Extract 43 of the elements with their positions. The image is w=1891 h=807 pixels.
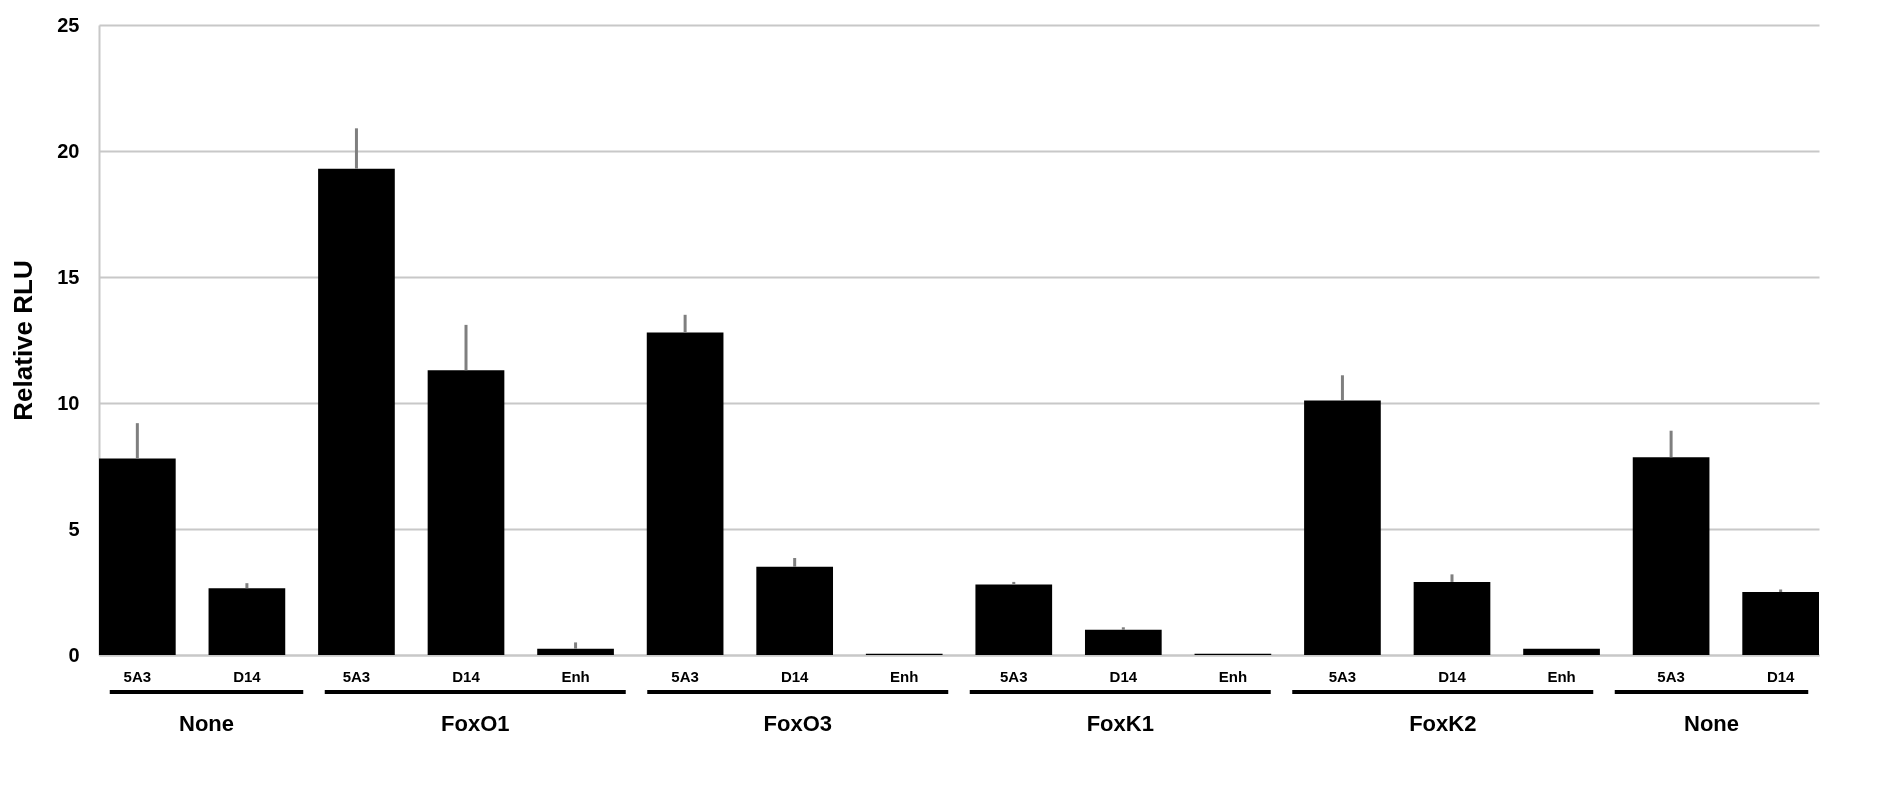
x-tick-label: 5A3 bbox=[1000, 667, 1028, 685]
x-tick-label: 5A3 bbox=[123, 667, 152, 685]
x-tick-label: Enh bbox=[1547, 667, 1576, 685]
y-tick-label: 0 bbox=[68, 643, 80, 666]
x-tick-label: 5A3 bbox=[1328, 667, 1357, 685]
bar bbox=[208, 588, 286, 655]
y-tick-label: 15 bbox=[57, 265, 80, 288]
x-tick-label: Enh bbox=[1218, 667, 1248, 685]
x-tick-label: 5A3 bbox=[1657, 667, 1685, 685]
bar bbox=[427, 370, 505, 655]
x-tick-label: D14 bbox=[1109, 667, 1138, 685]
x-tick-label: D14 bbox=[233, 667, 262, 685]
y-tick-label: 10 bbox=[57, 391, 80, 414]
text: FoxK1 bbox=[1086, 711, 1154, 736]
y-tick-label: 5 bbox=[68, 517, 80, 540]
y-tick-label: 20 bbox=[57, 139, 80, 162]
x-tick-label: 5A3 bbox=[671, 667, 699, 685]
bar bbox=[537, 648, 614, 655]
x-tick-label: Enh bbox=[890, 667, 919, 685]
bar bbox=[99, 458, 176, 655]
bar bbox=[1304, 400, 1381, 655]
text: FoxK2 bbox=[1409, 711, 1477, 736]
text: None bbox=[1684, 711, 1739, 736]
x-tick-label: D14 bbox=[452, 667, 481, 685]
text: None bbox=[179, 711, 234, 736]
text: FoxO1 bbox=[441, 711, 510, 736]
y-tick-label: 25 bbox=[57, 13, 80, 36]
bar bbox=[975, 584, 1053, 655]
bar bbox=[318, 168, 395, 655]
bar bbox=[1084, 629, 1162, 655]
x-tick-label: D14 bbox=[1438, 667, 1467, 685]
x-tick-label: 5A3 bbox=[342, 667, 371, 685]
bar bbox=[1632, 457, 1710, 655]
x-tick-label: D14 bbox=[1766, 667, 1796, 685]
bar bbox=[1742, 592, 1819, 655]
bar bbox=[756, 566, 834, 655]
bar bbox=[1523, 648, 1600, 655]
bar bbox=[1413, 581, 1491, 655]
bar bbox=[646, 332, 724, 655]
x-tick-label: Enh bbox=[561, 667, 590, 685]
y-axis-title: Relative RLU bbox=[8, 260, 39, 421]
x-tick-label: D14 bbox=[780, 667, 810, 685]
text: FoxO3 bbox=[763, 711, 832, 736]
